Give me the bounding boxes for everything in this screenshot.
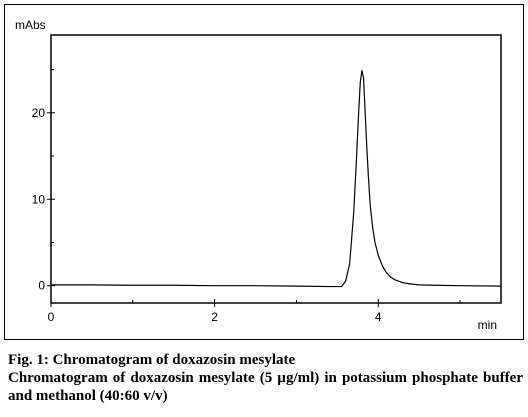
y-tick-label: 10 <box>32 192 46 206</box>
chromatogram-trace <box>51 69 502 288</box>
x-tick-label: 2 <box>211 310 218 324</box>
x-tick-label: 4 <box>375 310 382 324</box>
figure-caption: Fig. 1: Chromatogram of doxazosin mesyla… <box>8 351 523 405</box>
chromatogram-chart: 0 10 20 0 2 4 mAbs min <box>15 18 502 332</box>
y-tick-label: 0 <box>38 279 45 293</box>
x-axis-label: min <box>478 318 497 332</box>
x-tick-label: 0 <box>48 310 55 324</box>
plot-area-frame <box>50 34 502 304</box>
figure-caption-body: Chromatogram of doxazosin mesylate (5 µg… <box>8 370 523 404</box>
figure-caption-title: Fig. 1: Chromatogram of doxazosin mesyla… <box>8 352 296 368</box>
y-axis-label: mAbs <box>15 18 46 32</box>
chart-frame: 0 10 20 0 2 4 mAbs min <box>4 4 524 340</box>
y-tick-label: 20 <box>32 106 46 120</box>
